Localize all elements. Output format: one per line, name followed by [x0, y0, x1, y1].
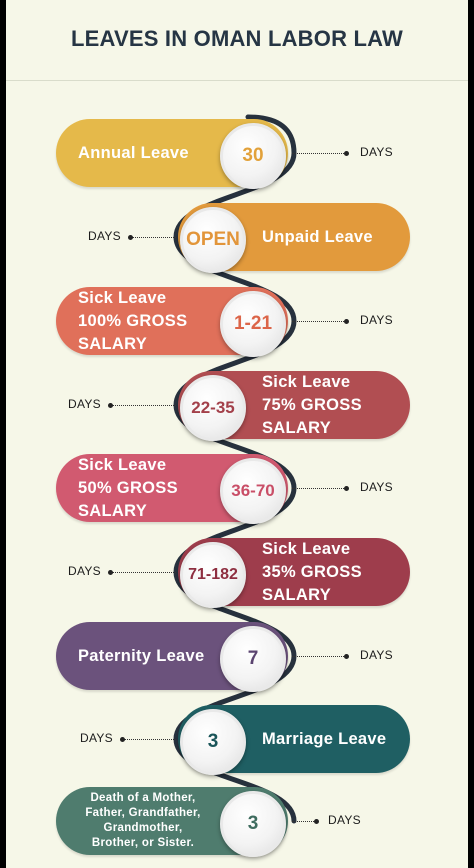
leave-row: Marriage Leave 3 DAYS: [0, 702, 474, 776]
leave-pill-sick-leave: Sick Leave 100% GROSS SALARY 1-21: [56, 287, 288, 357]
leave-pill-sick-leave: Sick Leave 35% GROSS SALARY 71-182: [178, 538, 410, 608]
leave-days-badge: 3: [220, 791, 286, 857]
dotted-connector: [292, 153, 346, 154]
leave-pill-sick-leave: Sick Leave 75% GROSS SALARY 22-35: [178, 371, 410, 441]
leave-label: Paternity Leave: [78, 646, 205, 665]
leave-label: Marriage Leave: [262, 729, 387, 748]
days-label: DAYS: [328, 813, 361, 827]
dotted-connector: [112, 405, 176, 406]
days-label: DAYS: [360, 313, 393, 327]
connector-dot: [108, 403, 113, 408]
days-label: DAYS: [360, 480, 393, 494]
leave-pill-annual-leave: Annual Leave 30: [56, 119, 288, 189]
leave-label: Death of a Mother, Father, Grandfather, …: [85, 792, 201, 849]
leave-label: Sick Leave 100% GROSS SALARY: [78, 288, 188, 353]
dotted-connector: [292, 488, 346, 489]
dotted-connector: [292, 656, 346, 657]
connector-dot: [344, 319, 349, 324]
days-label: DAYS: [360, 648, 393, 662]
leave-pill-sick-leave: Sick Leave 50% GROSS SALARY 36-70: [56, 454, 288, 524]
leave-days-badge: 71-182: [180, 542, 246, 608]
leave-row: Unpaid Leave OPEN DAYS: [0, 200, 474, 274]
dotted-connector: [292, 821, 316, 822]
leave-days-badge: 1-21: [220, 291, 286, 357]
leave-days-badge: 30: [220, 123, 286, 189]
connector-dot: [120, 737, 125, 742]
connector-dot: [314, 819, 319, 824]
leave-row: Sick Leave 50% GROSS SALARY 36-70 DAYS: [0, 451, 474, 525]
days-label: DAYS: [360, 145, 393, 159]
leave-days-badge: 22-35: [180, 375, 246, 441]
days-label: DAYS: [68, 397, 101, 411]
dotted-connector: [132, 237, 176, 238]
dotted-connector: [124, 739, 176, 740]
leave-row: Paternity Leave 7 DAYS: [0, 619, 474, 693]
leave-days-badge: OPEN: [180, 207, 246, 273]
leave-row: Annual Leave 30 DAYS: [0, 116, 474, 190]
leave-row: Sick Leave 100% GROSS SALARY 1-21 DAYS: [0, 284, 474, 358]
days-label: DAYS: [68, 564, 101, 578]
leave-label: Sick Leave 35% GROSS SALARY: [262, 539, 362, 604]
leave-row: Sick Leave 75% GROSS SALARY 22-35 DAYS: [0, 368, 474, 442]
leave-row: Death of a Mother, Father, Grandfather, …: [0, 784, 474, 858]
page-title: LEAVES IN OMAN LABOR LAW: [71, 26, 403, 51]
dotted-connector: [112, 572, 176, 573]
connector-dot: [344, 654, 349, 659]
days-label: DAYS: [88, 229, 121, 243]
leave-days-badge: 3: [180, 709, 246, 775]
leave-label: Annual Leave: [78, 143, 189, 162]
days-label: DAYS: [80, 731, 113, 745]
leave-row: Sick Leave 35% GROSS SALARY 71-182 DAYS: [0, 535, 474, 609]
leave-pill-paternity-leave: Paternity Leave 7: [56, 622, 288, 692]
title-band: LEAVES IN OMAN LABOR LAW: [6, 0, 468, 81]
leave-pill-unpaid-leave: Unpaid Leave OPEN: [178, 203, 410, 273]
connector-dot: [128, 235, 133, 240]
leave-pill-death-of-a-mother: Death of a Mother, Father, Grandfather, …: [56, 787, 288, 857]
leave-label: Sick Leave 50% GROSS SALARY: [78, 455, 178, 520]
connector-dot: [344, 486, 349, 491]
dotted-connector: [292, 321, 346, 322]
leave-days-badge: 36-70: [220, 458, 286, 524]
leave-label: Sick Leave 75% GROSS SALARY: [262, 372, 362, 437]
leave-label: Unpaid Leave: [262, 227, 373, 246]
leave-pill-marriage-leave: Marriage Leave 3: [178, 705, 410, 775]
connector-dot: [344, 151, 349, 156]
leave-days-badge: 7: [220, 626, 286, 692]
connector-dot: [108, 570, 113, 575]
